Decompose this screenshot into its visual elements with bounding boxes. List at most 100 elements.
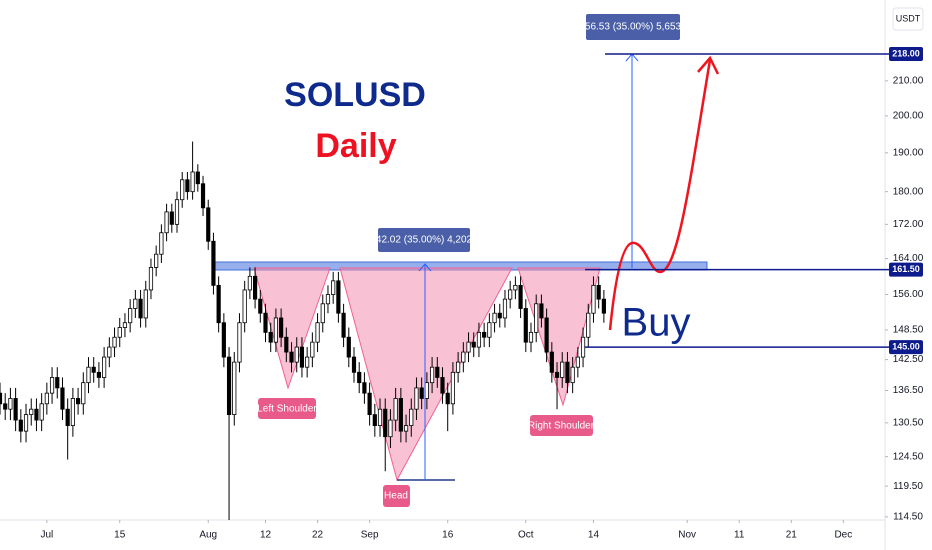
x-tick-label: 14 [588,530,600,541]
chart-title: SOLUSD [284,76,426,114]
pattern-layer [214,261,708,482]
candle-body [482,331,487,338]
y-tick-label: 200.00 [893,111,924,122]
candle-body [367,392,372,416]
pattern-label: Right Shoulder [528,421,595,432]
candle-body [325,294,331,305]
candle-body [268,331,273,343]
candle-body [591,284,596,314]
candle-body [232,361,237,416]
x-tick-label: Oct [518,530,534,541]
candle-body [148,267,154,291]
candle-body [492,312,497,324]
label-box [258,398,316,419]
candle-body [122,322,128,328]
candle-body [429,366,435,384]
y-tick-label: 119.50 [893,481,923,492]
candle-body [180,179,185,201]
measure-box [586,14,680,40]
candle-body [424,382,429,399]
candle-body [96,371,102,378]
candle-body [518,284,523,309]
pattern-label: Left Shoulder [257,404,317,415]
candle-body [13,398,18,421]
candle-body [221,322,226,358]
candle-body [133,298,138,309]
candle-body [523,308,528,343]
candle-body [34,408,39,421]
candle-body [107,346,112,358]
candle-body [414,387,419,410]
candle-body [18,419,23,432]
candle-body [200,183,206,209]
candle-body [497,312,502,319]
x-tick-label: Nov [678,530,696,541]
y-tick-label: 180.00 [893,186,924,197]
candle-body [586,312,591,338]
candle-body [190,171,195,193]
candle-body [565,361,570,384]
candle-body [263,312,268,333]
y-tick-label: 172.00 [893,219,924,230]
x-tick-label: 11 [734,530,745,541]
currency-label: USDT [896,13,921,23]
y-tick-label: 164.00 [893,253,924,264]
chart-subtitle: Daily [315,127,396,165]
candle-body [39,403,44,421]
candle-body [570,366,575,384]
candle-body [383,408,388,438]
measure-1: 42.02 (35.00%) 4,202 [376,228,473,481]
candle-body [273,317,279,343]
signal-label: Buy [622,301,691,345]
candle-body [305,356,310,368]
candle-body [393,398,398,421]
y-tick-label: 136.50 [893,385,924,396]
y-tick-label: 142.50 [893,354,924,365]
candle-body [601,298,606,314]
candle-body [534,303,539,333]
x-tick-label: 16 [442,530,454,541]
candle-body [65,408,70,426]
candle-body [357,371,362,384]
candle-body [164,211,169,234]
candle-body [29,408,34,416]
level-label: 161.50 [892,264,920,274]
candle-body [435,366,440,378]
x-tick-label: 22 [312,530,324,541]
candle-body [143,289,148,319]
candle-body [195,171,200,185]
x-tick-label: Aug [199,530,217,541]
candle-body [174,199,180,225]
candle-body [112,336,117,348]
pattern-label: Head [384,491,408,502]
candle-body [185,179,190,193]
measure-2: 56.53 (35.00%) 5,653 [585,14,682,268]
candle-body [388,419,393,438]
measure-text: 56.53 (35.00%) 5,653 [585,22,682,33]
candle-body [23,414,29,432]
x-tick-label: 15 [114,530,126,541]
candle-body [159,232,164,255]
candle-body [549,351,554,373]
candle-body [258,298,263,314]
label-box [383,485,410,507]
candle-body [55,377,60,389]
level-label-box [889,262,923,277]
y-tick-label: 210.00 [893,75,924,86]
measure-box [378,228,470,252]
candle-body [596,284,601,300]
candle-body [398,398,403,432]
candle-body [560,361,565,378]
candle-body [372,414,377,426]
x-tick-label: Jul [40,530,53,541]
candle-body [450,371,456,405]
candle-body [81,382,86,405]
level-label-box [889,340,923,355]
candle-body [471,341,476,348]
candle-body [315,322,320,343]
candle-body [226,356,232,416]
candle-body [299,346,305,368]
candle-body [419,387,424,399]
candle-body [70,398,75,426]
